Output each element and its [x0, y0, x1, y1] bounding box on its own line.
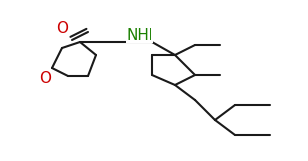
Text: N: N: [127, 28, 139, 43]
Text: H: H: [140, 28, 152, 43]
Text: O: O: [56, 20, 68, 35]
Text: NH: NH: [127, 28, 149, 43]
Text: O: O: [39, 71, 51, 85]
